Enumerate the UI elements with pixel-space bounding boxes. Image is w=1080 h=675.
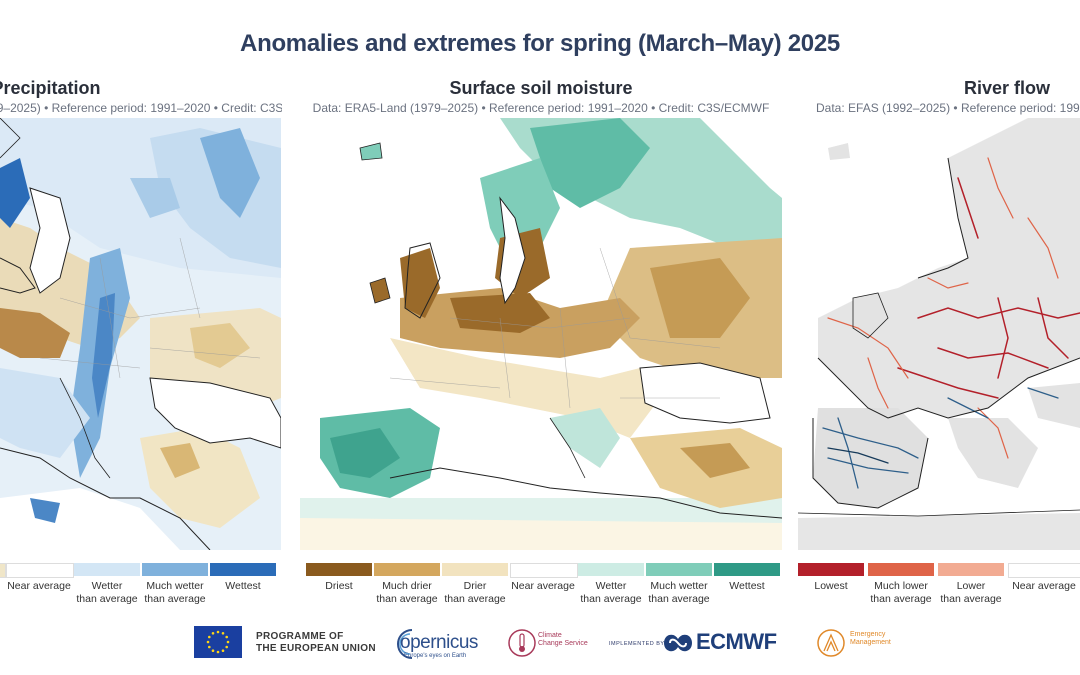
copernicus-wordmark: opernicus [400,632,478,653]
river-flow-map [798,118,1080,550]
soil-moisture-title: Surface soil moisture [449,78,633,98]
river-flow-panel: River flow Data: EFAS (1992–2025) • Refe… [796,0,1080,610]
legend-swatch [868,563,934,576]
legend-swatch [646,563,712,576]
legend-label-near-average: Near average [7,580,71,592]
legend-swatch [74,563,140,576]
legend-swatch [142,563,208,576]
legend-swatch [374,563,440,576]
legend-label-wetter: Wetter than average [76,580,138,605]
emergency-management-icon [816,627,846,664]
footer-logos: PROGRAMME OF THE EUROPEAN UNION opernicus… [0,624,1080,664]
river-flow-legend: Lowest Much lower than average Lower than … [798,563,1080,610]
legend-label-near-average: Near average [511,580,575,592]
precipitation-panel: Precipitation Data: ERA5 (1979–2025) • R… [0,0,282,610]
legend-swatch [578,563,644,576]
legend-label-much-drier: Much drier than average [376,580,438,605]
c3s-text: Climate Change Service [538,632,588,647]
legend-swatch [306,563,372,576]
implemented-by-text: IMPLEMENTED BY [609,641,665,647]
legend-swatch [442,563,508,576]
c3s-thermometer-icon [508,627,536,664]
legend-swatch [0,563,6,578]
soil-moisture-subtitle: Data: ERA5-Land (1979–2025) • Reference … [312,101,770,115]
precipitation-legend: Near average Wetter than average Much wet… [0,563,282,610]
river-flow-subtitle: Data: EFAS (1992–2025) • Reference perio… [816,101,1080,115]
legend-swatch [510,563,578,578]
legend-swatch [938,563,1004,576]
river-flow-title: River flow [964,78,1051,98]
main-title: Anomalies and extremes for spring (March… [240,30,840,57]
legend-swatch [1008,563,1080,578]
copernicus-tagline: Europe's eyes on Earth [404,653,467,659]
legend-label-lowest: Lowest [814,580,848,592]
soil-moisture-panel: Surface soil moisture Data: ERA5-Land (1… [298,0,784,610]
ems-text: Emergency Management [850,631,891,646]
copernicus-logo: opernicus Europe's eyes on Earth [390,626,490,662]
eu-flag-icon [194,626,242,658]
legend-label-lower: Lower than average [940,580,1002,605]
legend-swatch [714,563,780,576]
legend-label-much-wetter: Much wetter than average [144,580,206,605]
ecmwf-wordmark: ECMWF [696,629,777,654]
legend-swatch [210,563,276,576]
ecmwf-icon [662,630,694,661]
legend-label-wetter: Wetter than average [580,580,642,605]
legend-label-wettest: Wettest [729,580,765,592]
legend-swatch [6,563,74,578]
legend-label-much-lower: Much lower than average [870,580,932,605]
programme-text: PROGRAMME OF THE EUROPEAN UNION [256,631,376,654]
precipitation-map [0,118,281,550]
legend-swatch [798,563,864,576]
precipitation-title: Precipitation [0,78,101,98]
legend-label-much-wetter: Much wetter than average [648,580,710,605]
legend-label-drier: Drier than average [444,580,506,605]
precipitation-subtitle: Data: ERA5 (1979–2025) • Reference perio… [0,101,282,115]
legend-label-driest: Driest [325,580,353,592]
legend-label-near-average: Near average [1012,580,1076,592]
soil-moisture-map [300,118,782,550]
soil-moisture-legend: Driest Much drier than average Drier than … [306,563,782,610]
legend-label-wettest: Wettest [225,580,261,592]
